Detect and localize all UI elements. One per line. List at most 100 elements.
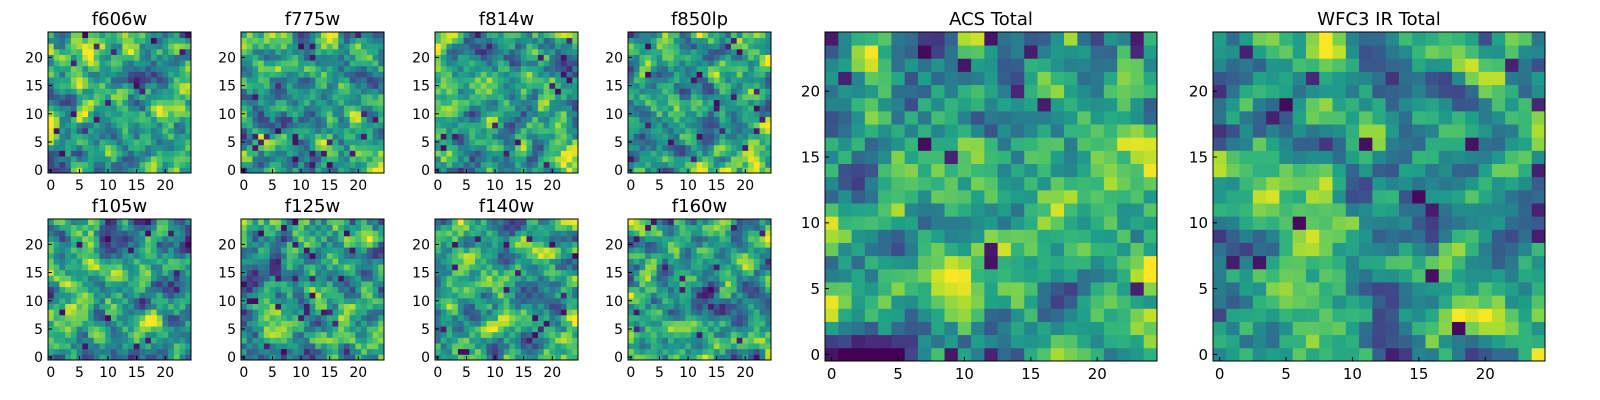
heatmap-cell <box>526 48 533 55</box>
heatmap-cell <box>275 37 282 44</box>
heatmap-cell <box>549 331 556 338</box>
heatmap-cell <box>292 219 299 226</box>
heatmap-cell <box>361 43 368 50</box>
heatmap-cell <box>361 99 368 106</box>
heatmap-cell <box>696 37 703 44</box>
heatmap-cell <box>343 331 351 338</box>
x-tick-label: 15 <box>708 178 726 194</box>
heatmap-cell <box>526 292 533 299</box>
y-tick-label: 10 <box>412 107 430 123</box>
heatmap-cell <box>246 337 253 344</box>
heatmap-cell <box>145 167 152 174</box>
heatmap-cell <box>326 320 333 327</box>
heatmap-cell <box>88 230 95 237</box>
heatmap-cell <box>65 88 72 95</box>
heatmap-cell <box>685 60 692 67</box>
heatmap-cell <box>292 127 299 134</box>
heatmap-cell <box>173 37 180 44</box>
heatmap-cell <box>662 297 669 304</box>
heatmap-cell <box>537 122 545 129</box>
heatmap-cell <box>110 292 118 299</box>
heatmap-cell <box>332 43 339 50</box>
heatmap-cell <box>452 331 459 338</box>
heatmap-cell <box>555 258 562 265</box>
heatmap-cell <box>263 309 270 316</box>
heatmap-cell <box>366 82 373 89</box>
heatmap-cell <box>742 292 749 299</box>
heatmap-cell <box>150 230 158 237</box>
heatmap-cell <box>65 144 72 151</box>
heatmap-cell <box>246 275 253 282</box>
heatmap-cell <box>633 150 640 157</box>
heatmap-cell <box>748 43 755 50</box>
heatmap-cell <box>486 122 493 129</box>
heatmap-cell <box>742 60 749 67</box>
heatmap-cell <box>566 88 573 95</box>
heatmap-cell <box>366 116 373 123</box>
heatmap-cell <box>252 116 259 123</box>
heatmap-cell <box>713 32 720 39</box>
heatmap-cell <box>349 133 356 140</box>
heatmap-cell <box>156 343 163 350</box>
heatmap-cell <box>457 116 464 123</box>
heatmap-cell <box>263 37 270 44</box>
heatmap-cell <box>303 309 311 316</box>
heatmap-cell <box>252 133 259 140</box>
heatmap-cell <box>343 116 351 123</box>
heatmap-cell <box>53 314 60 321</box>
heatmap-cell <box>555 264 562 271</box>
heatmap-cell <box>156 219 163 226</box>
heatmap-cell <box>76 281 83 288</box>
heatmap-cell <box>509 292 516 299</box>
heatmap-cell <box>93 32 100 39</box>
heatmap-cell <box>440 241 447 248</box>
heatmap-cell <box>656 144 663 151</box>
heatmap-cell <box>361 309 368 316</box>
heatmap-cell <box>269 230 276 237</box>
heatmap-cell <box>725 65 732 72</box>
heatmap-cell <box>685 71 692 78</box>
heatmap-cell <box>650 37 657 44</box>
heatmap-cell <box>156 144 163 151</box>
heatmap-cell <box>662 99 669 106</box>
heatmap-cell <box>650 309 657 316</box>
heatmap-cell <box>145 258 152 265</box>
heatmap-cell <box>269 77 276 84</box>
heatmap-cell <box>566 144 573 151</box>
heatmap-cell <box>162 105 169 112</box>
heatmap-cell <box>321 281 328 288</box>
heatmap-cell <box>543 32 550 39</box>
heatmap-cell <box>668 99 675 106</box>
heatmap-cell <box>70 82 77 89</box>
heatmap-cell <box>679 275 686 282</box>
heatmap-cell <box>696 77 703 84</box>
heatmap-cell <box>355 337 362 344</box>
heatmap-cell <box>332 88 339 95</box>
heatmap-cell <box>275 161 282 168</box>
heatmap-cell <box>713 94 720 101</box>
heatmap-cell <box>128 281 135 288</box>
y-tick-label: 5 <box>227 322 236 338</box>
heatmap-cell <box>685 264 692 271</box>
heatmap-cell <box>162 116 169 123</box>
heatmap-cell <box>708 88 715 95</box>
heatmap-cell <box>76 144 83 151</box>
heatmap-cell <box>53 144 60 151</box>
heatmap-cell <box>497 150 505 157</box>
heatmap-cell <box>532 247 539 254</box>
heatmap-cell <box>343 82 351 89</box>
heatmap-cell <box>532 286 539 293</box>
heatmap-cell <box>549 303 556 310</box>
heatmap-cell <box>679 77 686 84</box>
heatmap-cell <box>515 37 522 44</box>
heatmap-cell <box>53 156 60 163</box>
heatmap-cell <box>275 105 282 112</box>
heatmap-cell <box>156 156 163 163</box>
heatmap-cell <box>82 320 89 327</box>
heatmap-cell <box>475 43 482 50</box>
heatmap-cell <box>537 144 545 151</box>
heatmap-cell <box>258 354 265 361</box>
heatmap-cell <box>361 326 368 333</box>
